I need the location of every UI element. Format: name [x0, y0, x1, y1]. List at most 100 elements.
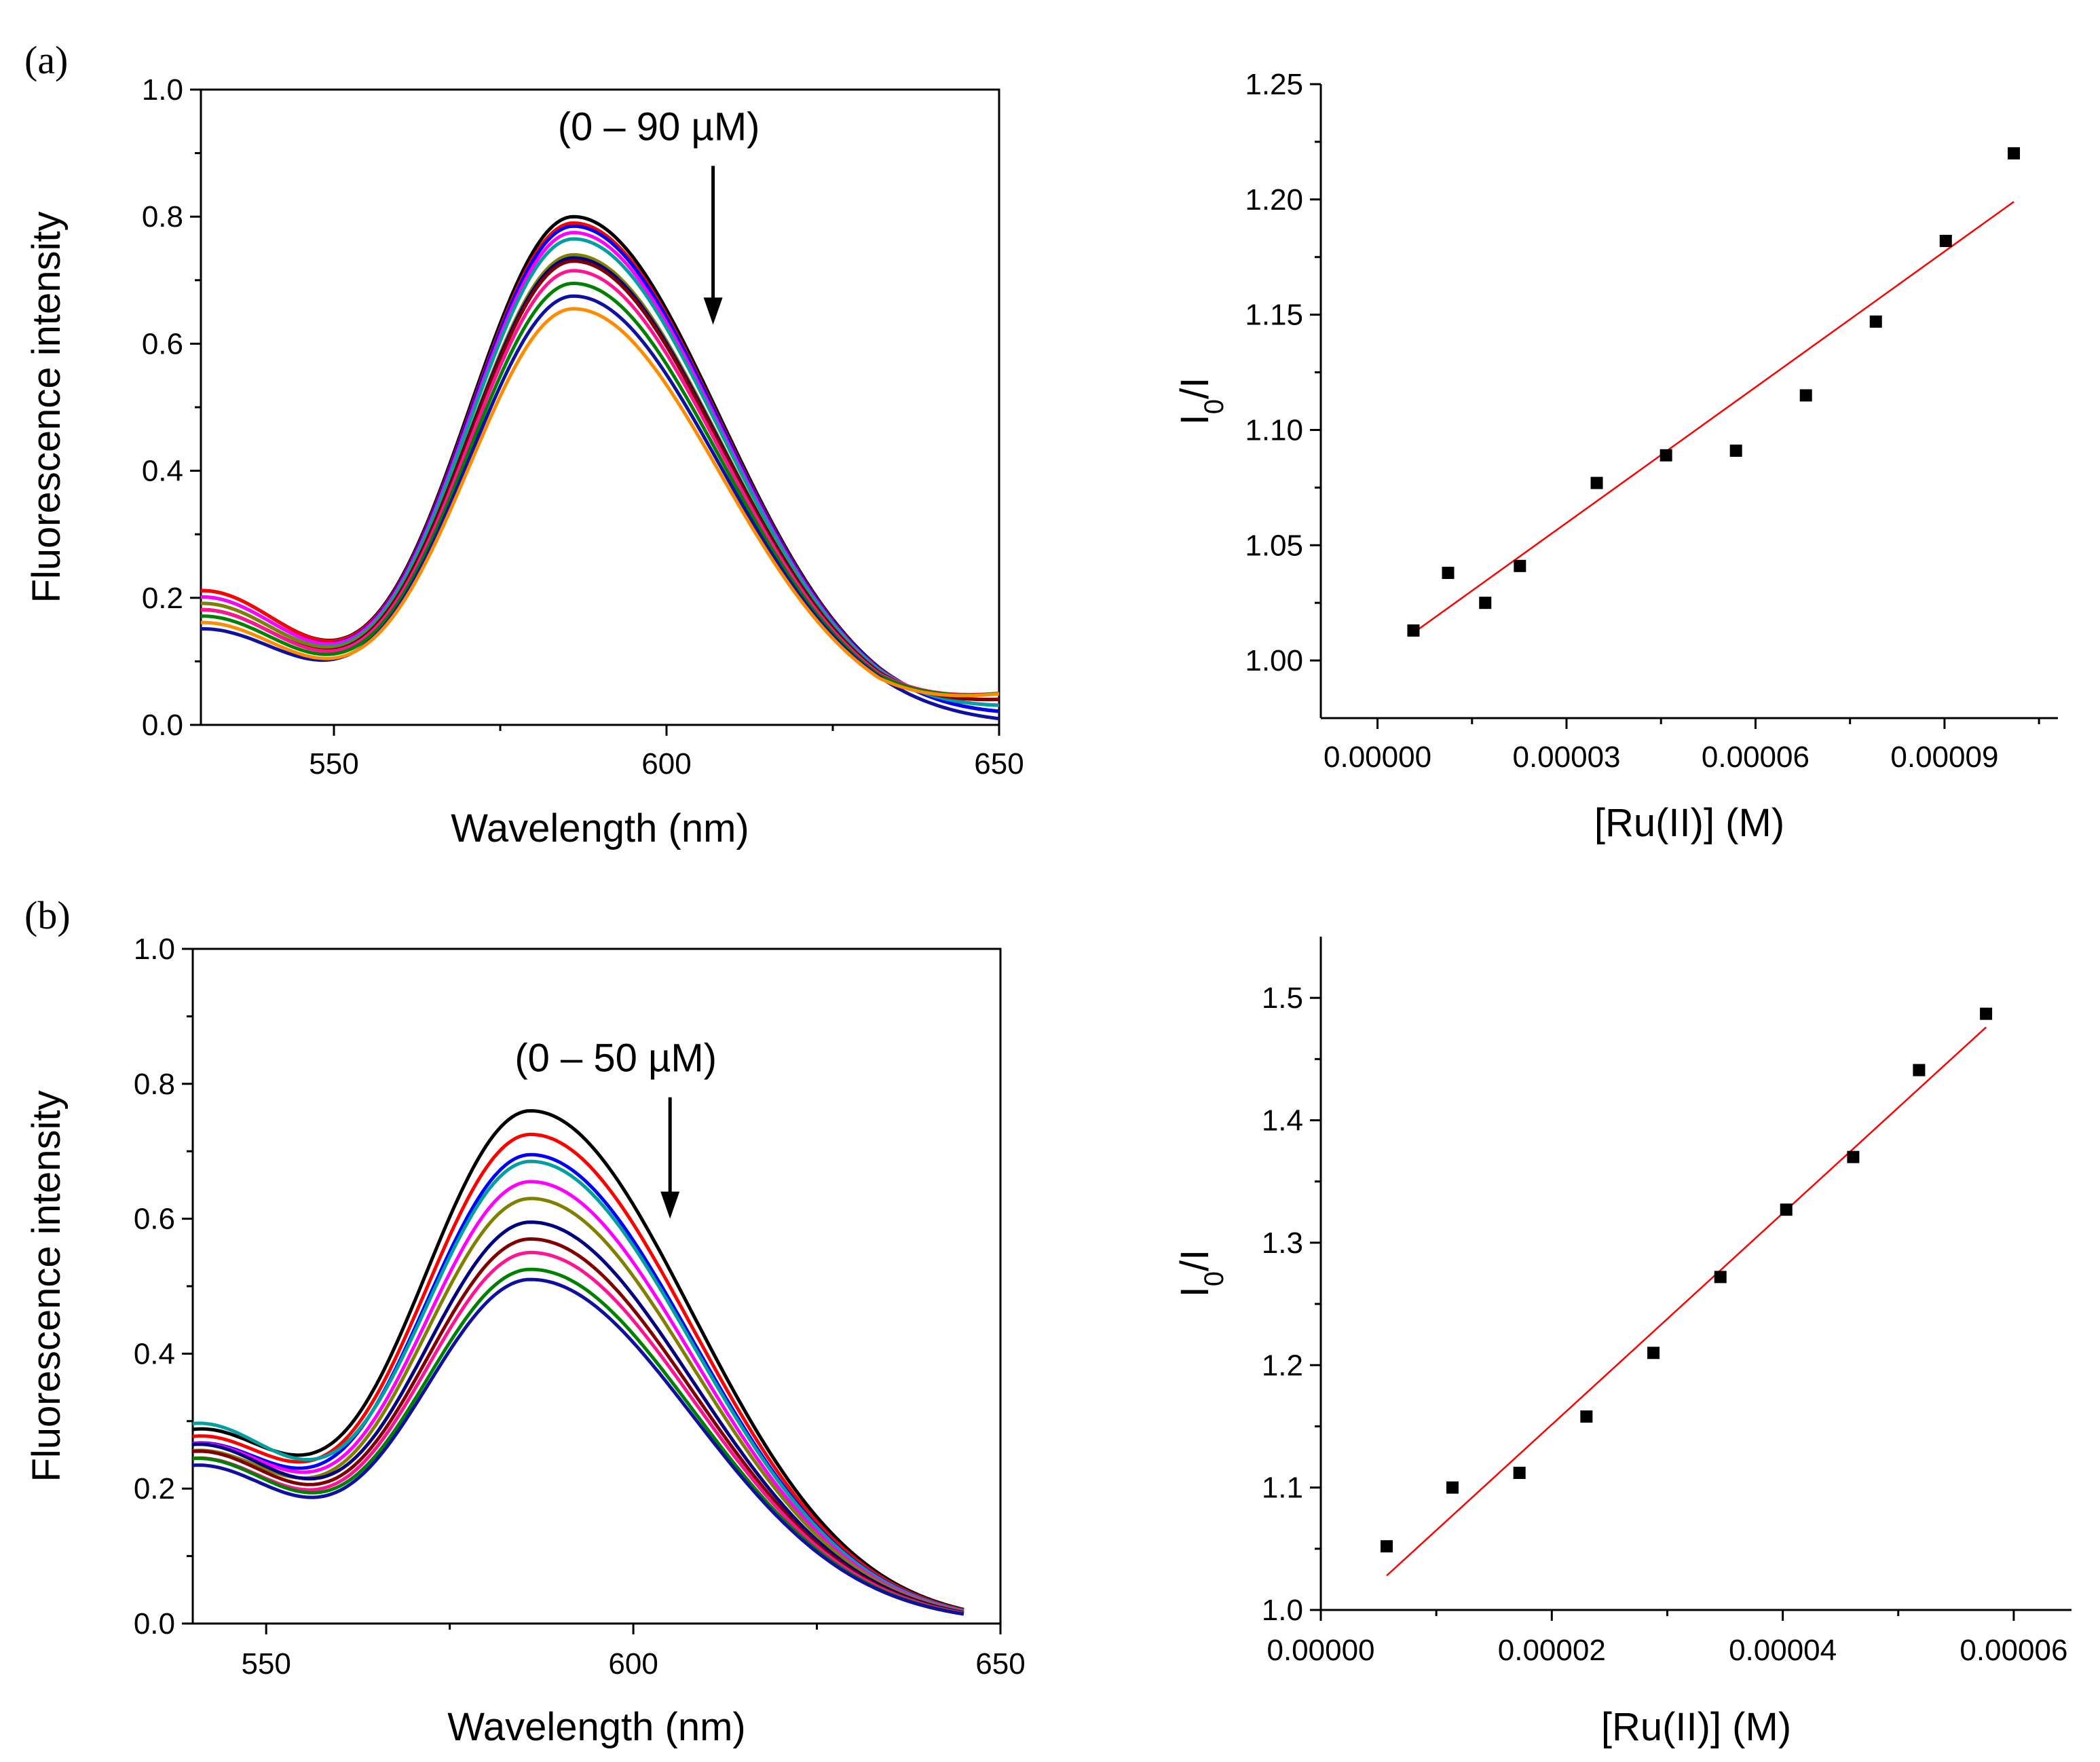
y-tick-label: 0.6	[134, 1203, 175, 1236]
data-point	[1799, 389, 1812, 402]
spectrum-line	[192, 1159, 964, 1613]
spectrum-line	[201, 237, 1000, 707]
y-axis-title-subscript: 0	[1199, 399, 1229, 414]
x-tick-label: 550	[241, 1647, 290, 1681]
y-tick-label: 1.5	[1262, 981, 1303, 1015]
y-tick-label: 0.4	[142, 455, 183, 488]
concentration-annotation: (0 – 90 µM)	[558, 105, 760, 149]
x-tick-label: 0.00003	[1512, 741, 1620, 774]
spectrum-line	[201, 252, 1000, 701]
spectrum-line	[192, 1197, 964, 1614]
x-tick-label: 650	[975, 1647, 1025, 1681]
y-tick-label: 1.10	[1245, 413, 1303, 447]
spectrum-line	[201, 269, 1000, 696]
arrow-head	[703, 297, 723, 325]
chart-b-spectra: 0.0 0.2 0.4 0.6 0.8 1.0 550 600 650 Wavelength (n…	[24, 933, 1026, 1749]
x-tick-label: 0.00000	[1324, 741, 1431, 774]
panel-b-label: (b)	[24, 893, 71, 937]
y-axis-title-subscript: 0	[1199, 1271, 1229, 1286]
spectrum-line	[201, 307, 1000, 698]
plot-frame	[200, 88, 1000, 726]
spectrum-line	[201, 259, 1000, 702]
data-point	[1513, 1466, 1526, 1479]
x-axis-title: Wavelength (nm)	[447, 1705, 745, 1749]
y-tick-label: 0.4	[134, 1337, 175, 1370]
x-axis-title: [Ru(II)] (M)	[1601, 1705, 1791, 1749]
y-axis-title-main: I	[1173, 1286, 1217, 1297]
chart-a-stern-volmer: 1.00 1.05 1.10 1.15 1.20 1.25 0.00000 0.00003 0.…	[1173, 68, 2058, 845]
data-point	[1380, 1540, 1393, 1553]
data-point	[1939, 234, 1952, 247]
panel-a-label: (a)	[24, 38, 68, 82]
y-tick-label: 1.0	[134, 933, 175, 966]
x-axis-title: Wavelength (nm)	[451, 806, 749, 850]
y-tick-label: 0.6	[142, 327, 183, 360]
data-point	[1660, 449, 1672, 462]
data-point	[1479, 597, 1492, 610]
linear-fit-line	[1386, 1026, 1987, 1577]
spectrum-line	[192, 1132, 964, 1612]
x-tick-label: 0.00004	[1729, 1634, 1837, 1667]
y-tick-label: 1.4	[1262, 1104, 1303, 1138]
y-tick-label: 1.2	[1262, 1349, 1303, 1382]
spectrum-line	[192, 1220, 964, 1615]
y-tick-label: 1.25	[1245, 68, 1303, 101]
x-tick-label: 0.00002	[1498, 1634, 1606, 1667]
x-tick-label: 0.00000	[1267, 1634, 1374, 1667]
y-axis-title-main: I	[1173, 414, 1217, 425]
y-tick-label: 1.1	[1262, 1472, 1303, 1505]
chart-a-spectra: 0.0 0.2 0.4 0.6 0.8 1.0 550 600 650 Wavelength (n…	[24, 73, 1024, 850]
x-tick-label: 650	[974, 747, 1024, 781]
x-tick-label: 0.00006	[1960, 1634, 2067, 1667]
data-point	[1590, 476, 1603, 489]
spectrum-line	[192, 1152, 964, 1613]
data-point	[1729, 445, 1742, 457]
data-point	[1780, 1203, 1793, 1216]
y-axis-title: I0/I	[1173, 377, 1229, 426]
y-tick-label: 0.0	[134, 1607, 175, 1641]
y-tick-label: 1.05	[1245, 529, 1303, 562]
spectrum-line	[201, 256, 1000, 702]
x-tick-label: 600	[641, 747, 691, 781]
x-tick-label: 600	[608, 1647, 658, 1681]
y-tick-label: 0.2	[142, 582, 183, 615]
spectrum-line	[192, 1180, 964, 1613]
spectrum-line	[192, 1109, 964, 1611]
data-point	[1442, 567, 1455, 580]
y-axis-title: Fluorescence intensity	[24, 1090, 69, 1482]
data-point	[1714, 1271, 1727, 1283]
spectrum-line	[192, 1250, 964, 1615]
y-tick-label: 0.8	[134, 1068, 175, 1101]
y-axis-title-tail: /I	[1173, 377, 1217, 399]
data-point	[1580, 1410, 1593, 1423]
chart-b-stern-volmer: 1.0 1.1 1.2 1.3 1.4 1.5 0.00000 0.00002 0.00004 0…	[1173, 937, 2071, 1749]
x-tick-label: 0.00006	[1702, 741, 1810, 774]
x-tick-label: 550	[309, 747, 358, 781]
x-tick-label: 0.00009	[1890, 741, 1998, 774]
y-tick-label: 1.00	[1245, 644, 1303, 677]
data-point	[1514, 559, 1526, 572]
y-tick-label: 0.8	[142, 200, 183, 233]
y-tick-label: 1.0	[1262, 1594, 1303, 1627]
y-tick-label: 1.0	[142, 73, 183, 107]
y-tick-label: 0.0	[142, 709, 183, 742]
data-point	[2008, 147, 2021, 160]
data-point	[1647, 1347, 1660, 1360]
data-point	[1980, 1007, 1993, 1020]
linear-fit-line	[1412, 201, 2014, 634]
y-axis-title-tail: /I	[1173, 1250, 1217, 1271]
data-point	[1869, 315, 1882, 328]
data-point	[1446, 1481, 1459, 1494]
y-tick-label: 1.20	[1245, 183, 1303, 217]
data-point	[1407, 624, 1420, 637]
arrow-head	[660, 1191, 680, 1219]
spectrum-line	[192, 1237, 964, 1615]
y-axis-title: Fluorescence intensity	[24, 211, 69, 603]
y-tick-label: 1.15	[1245, 299, 1303, 332]
spectrum-line	[192, 1277, 964, 1616]
data-point	[1913, 1064, 1926, 1076]
y-axis-title: I0/I	[1173, 1250, 1229, 1298]
y-tick-label: 0.2	[134, 1472, 175, 1505]
spectrum-line	[201, 281, 1000, 697]
